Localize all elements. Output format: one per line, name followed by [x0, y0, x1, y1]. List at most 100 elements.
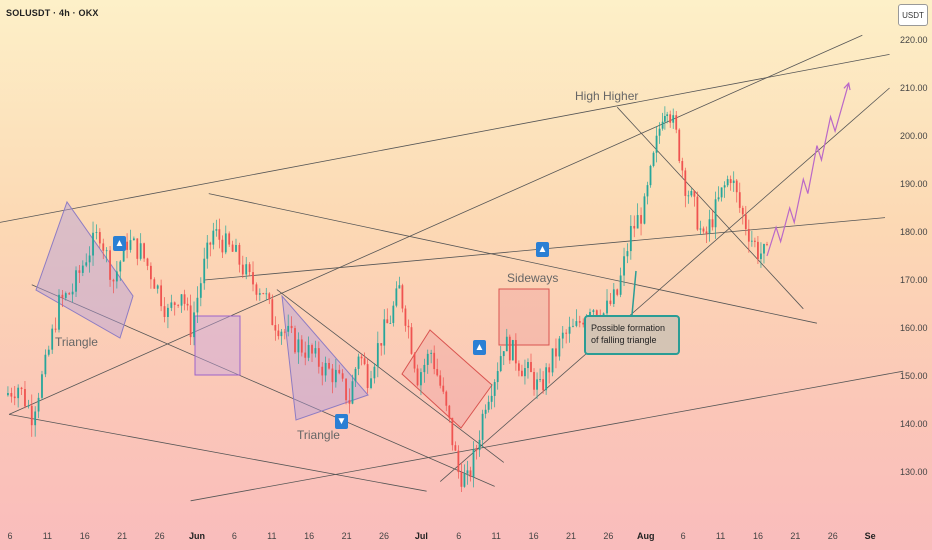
symbol-label[interactable]: SOLUSDT · 4h · OKX: [6, 8, 99, 18]
candle-body: [357, 356, 360, 369]
candle-body: [183, 294, 186, 304]
candle-body: [271, 299, 274, 326]
date-tick-label: Aug: [637, 531, 655, 541]
candle-body: [527, 362, 529, 369]
candle-body: [766, 244, 768, 245]
candle-body: [27, 405, 30, 407]
candle-body: [153, 279, 156, 289]
high-higher-label: High Higher: [575, 89, 639, 103]
candle-body: [241, 264, 244, 275]
candle-body: [705, 231, 708, 234]
candle-body: [436, 369, 439, 376]
candle-body: [729, 179, 732, 184]
candle-body: [212, 230, 215, 245]
candle-body: [499, 356, 502, 372]
candle-body: [328, 362, 330, 369]
candle-body: [17, 387, 20, 399]
candle-body: [370, 378, 372, 388]
candle-body: [95, 232, 98, 233]
date-tick-label: 21: [565, 531, 577, 541]
candle-body: [126, 241, 128, 250]
candle-body: [78, 270, 81, 273]
candle-body: [386, 319, 389, 324]
candle-body: [487, 401, 490, 410]
candle-body: [655, 135, 658, 153]
candle-body: [416, 368, 419, 386]
candle-body: [629, 225, 632, 252]
candle-body: [351, 381, 354, 404]
candle-body: [612, 289, 615, 304]
candle-body: [71, 291, 74, 295]
triangle-label-2: Triangle: [297, 428, 340, 442]
sideways-box: [498, 288, 550, 346]
candle-body: [146, 258, 149, 266]
date-tick-label: 16: [528, 531, 539, 541]
date-tick-label: 11: [715, 531, 726, 541]
candle-body: [354, 368, 357, 382]
candle-body: [341, 373, 344, 379]
candle-body: [475, 449, 478, 451]
callout-pointer: [631, 270, 637, 316]
candle-body: [245, 264, 248, 275]
projection-path: [766, 83, 850, 257]
candle-body: [44, 354, 47, 375]
candle-body: [493, 382, 496, 396]
candle-body: [58, 294, 60, 330]
candle-body: [626, 251, 629, 257]
candle-body: [451, 417, 454, 446]
candle-body: [228, 233, 231, 245]
candle-body: [530, 362, 532, 373]
candle-body: [572, 325, 574, 327]
candle-body: [105, 250, 108, 252]
date-tick-label: 26: [378, 531, 390, 541]
date-tick-label: 26: [154, 531, 165, 541]
candle-body: [702, 228, 705, 232]
candle-body: [511, 340, 514, 361]
candles-layer: [7, 106, 768, 492]
date-tick-label: 21: [790, 531, 801, 541]
candle-body: [551, 348, 554, 373]
date-tick-label: Jul: [414, 531, 428, 541]
candle-body: [189, 305, 192, 338]
candle-body: [661, 121, 664, 129]
candle-body: [738, 192, 741, 208]
candle-body: [410, 327, 413, 354]
date-tick-label: 6: [456, 531, 462, 541]
candle-body: [167, 307, 169, 317]
candle-body: [238, 244, 241, 265]
candle-body: [646, 185, 649, 197]
candle-body: [395, 288, 398, 306]
candle-body: [726, 179, 729, 186]
candle-body: [636, 215, 639, 229]
candle-body: [311, 345, 313, 354]
arrow-up-icon: ▲: [113, 236, 126, 251]
candle-body: [221, 239, 224, 253]
candle-body: [163, 306, 166, 317]
candle-body: [757, 241, 759, 260]
candle-body: [47, 349, 50, 355]
candle-body: [404, 308, 407, 326]
projection-arrowhead: [843, 81, 851, 91]
trendline: [208, 193, 818, 324]
date-tick-label: 6: [680, 531, 686, 541]
candle-body: [413, 353, 416, 369]
candle-body: [30, 405, 33, 426]
candle-body: [389, 322, 392, 324]
candle-body: [380, 343, 383, 346]
candle-body: [160, 285, 163, 307]
candle-body: [714, 199, 717, 228]
currency-badge[interactable]: USDT: [898, 4, 928, 26]
candle-body: [524, 368, 526, 377]
candle-body: [41, 374, 43, 398]
trendline: [8, 34, 863, 415]
candle-body: [568, 326, 571, 334]
candle-body: [672, 115, 675, 123]
candle-body: [582, 322, 585, 325]
candle-body: [150, 265, 152, 280]
candle-body: [331, 368, 334, 383]
candle-body: [454, 445, 457, 451]
price-tick-label: 210.00: [900, 83, 928, 93]
price-tick-label: 150.00: [900, 371, 928, 381]
candle-body: [300, 339, 303, 353]
